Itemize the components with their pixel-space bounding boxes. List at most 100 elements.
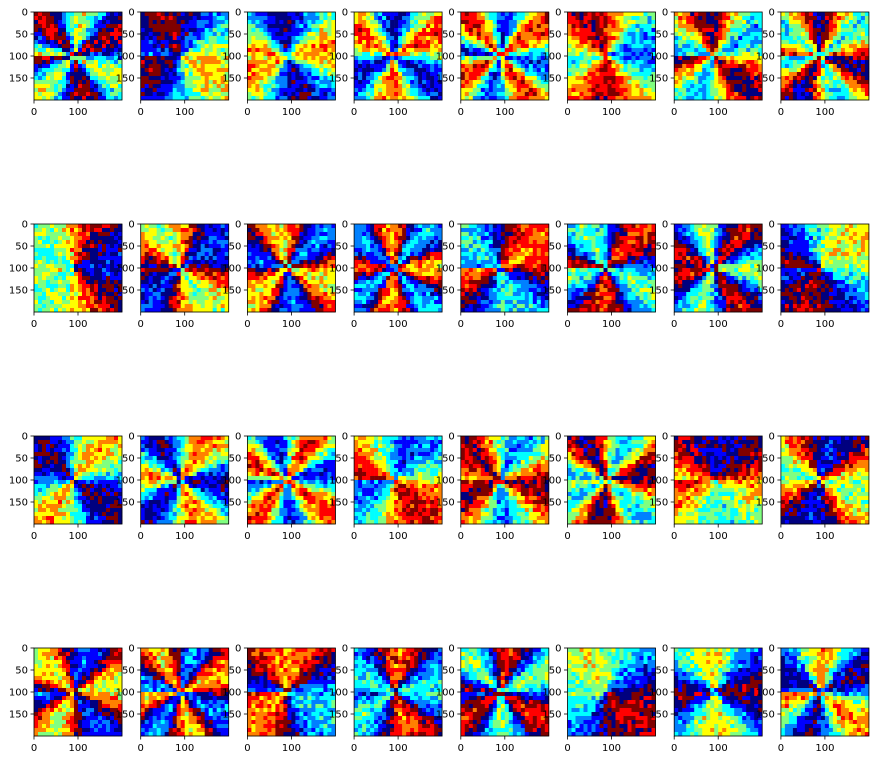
image-pixel xyxy=(730,52,735,57)
image-pixel xyxy=(86,248,91,253)
image-pixel xyxy=(366,12,371,17)
image-pixel xyxy=(635,84,640,89)
image-pixel xyxy=(788,84,794,89)
image-pixel xyxy=(603,76,608,81)
image-pixel xyxy=(168,60,173,65)
image-pixel xyxy=(86,252,91,257)
image-pixel xyxy=(635,52,640,57)
image-pixel xyxy=(619,72,624,77)
image-pixel xyxy=(468,96,474,101)
image-pixel xyxy=(140,68,145,73)
image-pixel xyxy=(46,12,51,17)
image-pixel xyxy=(279,64,284,69)
y-tick-label: 50 xyxy=(442,30,455,41)
image-pixel xyxy=(804,84,810,89)
image-pixel xyxy=(42,276,47,281)
image-pixel xyxy=(754,96,759,101)
image-pixel xyxy=(295,20,300,25)
image-pixel xyxy=(611,80,616,85)
image-pixel xyxy=(102,64,107,69)
image-pixel xyxy=(476,40,482,45)
image-pixel xyxy=(382,80,387,85)
image-pixel xyxy=(643,60,648,65)
image-pixel xyxy=(780,16,786,21)
image-pixel xyxy=(615,92,620,97)
image-pixel xyxy=(836,60,842,65)
image-pixel xyxy=(394,32,399,37)
image-pixel xyxy=(144,36,149,41)
image-pixel xyxy=(714,52,719,57)
image-pixel xyxy=(172,92,177,97)
image-pixel xyxy=(90,52,95,57)
image-pixel xyxy=(259,40,264,45)
image-pixel xyxy=(438,64,443,69)
image-pixel xyxy=(698,76,703,81)
image-pixel xyxy=(106,20,111,25)
image-pixel xyxy=(106,288,111,293)
image-pixel xyxy=(472,88,478,93)
image-pixel xyxy=(168,256,173,261)
image-pixel xyxy=(386,28,391,33)
image-pixel xyxy=(603,56,608,61)
image-pixel xyxy=(110,244,115,249)
image-pixel xyxy=(220,80,225,85)
image-pixel xyxy=(148,256,153,261)
image-pixel xyxy=(808,44,814,49)
image-pixel xyxy=(148,44,153,49)
image-pixel xyxy=(271,96,276,101)
image-pixel xyxy=(816,64,822,69)
image-pixel xyxy=(160,88,165,93)
image-pixel xyxy=(722,84,727,89)
image-pixel xyxy=(410,20,415,25)
image-pixel xyxy=(140,12,145,17)
image-pixel xyxy=(176,76,181,81)
image-pixel xyxy=(164,36,169,41)
image-pixel xyxy=(255,84,260,89)
image-pixel xyxy=(319,64,324,69)
image-pixel xyxy=(591,68,596,73)
image-pixel xyxy=(718,96,723,101)
image-pixel xyxy=(196,280,201,285)
image-pixel xyxy=(718,68,723,73)
image-pixel xyxy=(58,248,63,253)
image-pixel xyxy=(370,48,375,53)
image-pixel xyxy=(118,260,123,265)
image-pixel xyxy=(698,92,703,97)
image-pixel xyxy=(212,88,217,93)
image-pixel xyxy=(50,256,55,261)
image-pixel xyxy=(860,76,866,81)
image-pixel xyxy=(208,52,213,57)
image-pixel xyxy=(279,88,284,93)
image-pixel xyxy=(804,32,810,37)
image-pixel xyxy=(788,52,794,57)
image-pixel xyxy=(370,32,375,37)
image-pixel xyxy=(46,244,51,249)
image-pixel xyxy=(742,72,747,77)
image-pixel xyxy=(220,16,225,21)
image-pixel xyxy=(832,28,838,33)
image-pixel xyxy=(488,84,494,89)
image-pixel xyxy=(114,80,119,85)
image-pixel xyxy=(34,276,39,281)
image-pixel xyxy=(639,20,644,25)
image-pixel xyxy=(102,224,107,229)
image-pixel xyxy=(832,36,838,41)
image-pixel xyxy=(414,32,419,37)
image-pixel xyxy=(98,44,103,49)
image-pixel xyxy=(726,96,731,101)
image-pixel xyxy=(263,48,268,53)
image-pixel xyxy=(94,300,99,305)
image-pixel xyxy=(106,280,111,285)
image-pixel xyxy=(410,16,415,21)
image-pixel xyxy=(643,96,648,101)
image-pixel xyxy=(362,92,367,97)
image-pixel xyxy=(114,288,119,293)
image-pixel xyxy=(220,72,225,77)
image-pixel xyxy=(331,84,336,89)
image-pixel xyxy=(319,76,324,81)
image-pixel xyxy=(358,20,363,25)
image-pixel xyxy=(852,12,858,17)
image-pixel xyxy=(287,72,292,77)
image-pixel xyxy=(259,52,264,57)
image-pixel xyxy=(820,56,826,61)
